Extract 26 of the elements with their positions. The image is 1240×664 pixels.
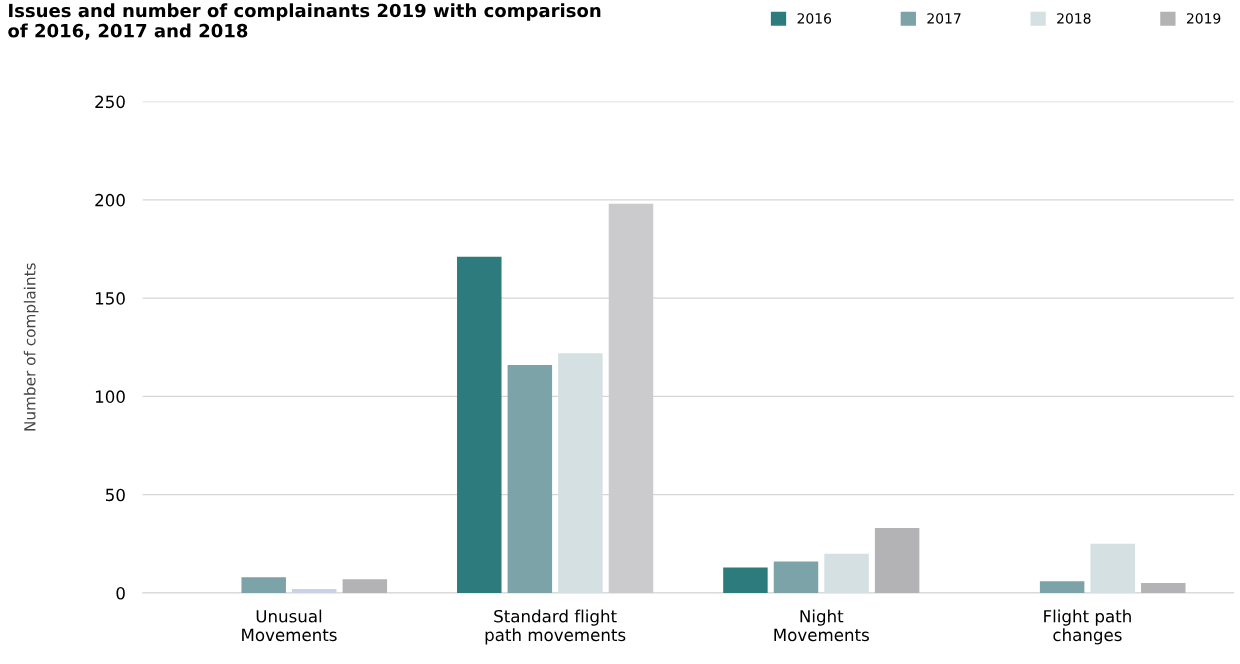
legend-label: 2017 [927, 13, 961, 24]
legend-label: 2016 [797, 13, 832, 24]
y-tick-label: 200 [95, 193, 125, 207]
legend-label: 2018 [1057, 13, 1091, 24]
bar [241, 577, 286, 593]
y-axis-title: Number of complaints [23, 263, 39, 431]
y-tick-label: 50 [106, 488, 125, 502]
bar [1039, 581, 1085, 593]
bar [292, 589, 337, 593]
x-tick-label: Unusual Movements [242, 609, 337, 642]
bar [773, 561, 819, 593]
x-tick-label: Flight path changes [1044, 609, 1131, 645]
y-tick-label: 0 [116, 586, 125, 600]
x-tick-label: Night Movements [774, 609, 869, 642]
bar [723, 567, 768, 593]
bar [1141, 583, 1186, 593]
chart-title: Issues and number of complainants 2019 with comparison of 2016, 2017 and 2018 [8, 3, 601, 40]
bar [874, 528, 920, 593]
legend-label: 2019 [1186, 13, 1221, 24]
y-tick-label: 250 [95, 95, 125, 109]
bar [457, 256, 502, 593]
x-tick-label: Standard flight path movements [485, 609, 626, 645]
bar [507, 364, 553, 593]
y-tick-label: 100 [95, 390, 125, 403]
bar [342, 579, 388, 593]
y-tick-label: 150 [95, 292, 125, 305]
